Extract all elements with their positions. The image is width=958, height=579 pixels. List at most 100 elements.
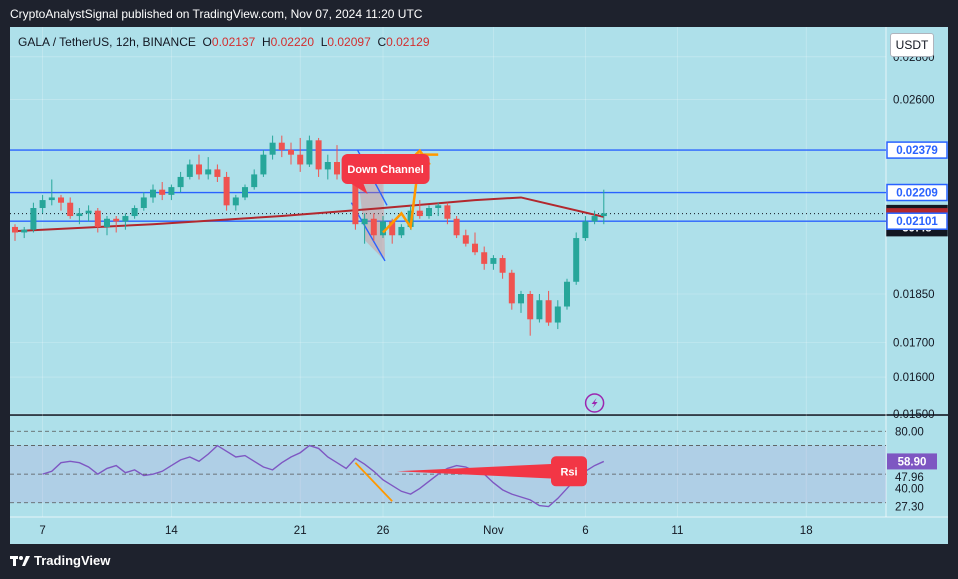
candle-body — [159, 189, 166, 195]
candle-body — [67, 202, 74, 217]
candle-body — [315, 140, 322, 170]
open-label: O — [202, 35, 212, 49]
rsi-line — [42, 444, 605, 508]
x-tick-label: 11 — [671, 525, 683, 537]
candle-body — [104, 218, 110, 227]
price-tag — [886, 212, 948, 230]
y-tick-label: 0.01850 — [893, 289, 935, 301]
rsi-callout — [551, 456, 587, 487]
candle-body — [232, 197, 239, 206]
x-tick-label: 18 — [800, 525, 813, 537]
candle-body — [48, 197, 55, 201]
candle-body — [58, 197, 64, 203]
candle-body — [94, 210, 101, 227]
candle-body — [122, 216, 129, 222]
rsi-callout-tail — [396, 463, 567, 480]
y-tick-label: 0.01600 — [893, 372, 935, 384]
price-tag — [886, 183, 948, 202]
candle-body — [205, 169, 212, 175]
price-tag-label: 0.02379 — [896, 145, 938, 157]
candle-body — [389, 221, 396, 236]
candle-body — [564, 281, 570, 307]
low-label: L — [320, 35, 328, 49]
candle-body — [260, 154, 267, 175]
candle-body — [435, 205, 442, 209]
pane-separator — [10, 414, 948, 416]
candle-body — [554, 306, 561, 323]
candle-body — [30, 208, 37, 230]
candle-body — [76, 213, 83, 217]
candle-body — [21, 229, 28, 233]
candle-body — [177, 176, 184, 188]
down-channel-label: Down Channel — [347, 164, 423, 176]
rsi-value-label: 58.90 — [898, 456, 927, 468]
candle-body — [370, 218, 377, 236]
candle-body — [85, 210, 92, 214]
x-tick-label: 14 — [165, 525, 178, 537]
tradingview-logo[interactable]: TradingView — [10, 553, 110, 568]
tradingview-logo-icon — [10, 555, 30, 566]
tradingview-brand: TradingView — [34, 553, 111, 568]
x-tick-label: 7 — [39, 525, 45, 537]
candle-body — [508, 272, 515, 304]
price-tag-label: 0.02209 — [896, 188, 938, 200]
publisher-line: CryptoAnalystSignal published on Trading… — [10, 7, 423, 21]
candle-body — [582, 221, 589, 239]
chart-canvas[interactable]: 7 14 21 26 Nov 6 11 180.028000.026000.018500.01… — [10, 27, 948, 544]
candle-body — [39, 200, 46, 209]
price-tag-label: 0.02101 — [896, 216, 938, 228]
candle-body — [140, 197, 147, 209]
down-channel-callout — [341, 154, 430, 184]
rsi-value-tag — [887, 453, 937, 470]
candle-body — [545, 300, 552, 323]
rsi-value-label: 27.30 — [895, 502, 924, 514]
candle-body — [251, 174, 258, 188]
candle-body — [12, 226, 18, 233]
candle-body — [444, 205, 451, 219]
x-tick-label: 6 — [582, 525, 588, 537]
candle-body — [306, 140, 313, 165]
low-value: 0.02097 — [327, 35, 371, 49]
currency-button[interactable]: USDT — [890, 33, 934, 57]
candle-body — [150, 189, 156, 198]
candle-body — [536, 300, 543, 320]
candle-body — [481, 252, 488, 264]
candle-body — [490, 258, 497, 264]
rsi-y-tick-label: 40.00 — [895, 483, 924, 495]
candle-body — [186, 164, 193, 177]
price-tag — [886, 141, 948, 159]
bottom-bar: TradingView — [0, 544, 958, 579]
x-tick-label: 26 — [377, 525, 390, 537]
symbol-legend[interactable]: GALA / TetherUS, 12h, BINANCE O0.02137 H… — [18, 35, 430, 49]
chart-area[interactable]: 7 14 21 26 Nov 6 11 18 0.02800 0.02600 0.01850 0.01… — [10, 27, 948, 544]
candle-body — [499, 258, 506, 273]
candle-body — [113, 218, 120, 222]
candle-body — [518, 293, 524, 304]
down-channel-callout-tail — [351, 184, 368, 194]
candle-body — [242, 187, 248, 198]
candle-body — [131, 208, 138, 217]
candle-body — [462, 235, 469, 244]
candle-body — [278, 142, 285, 150]
candle-body — [297, 154, 304, 165]
candle-body — [426, 208, 432, 217]
candle-body — [352, 159, 359, 225]
y-tick-label: 0.02600 — [893, 94, 935, 106]
candle-body — [453, 218, 460, 236]
candle-body — [223, 176, 230, 206]
candle-body — [168, 187, 175, 195]
candle-body — [334, 162, 340, 175]
candle-body — [196, 164, 202, 175]
close-value: 0.02129 — [386, 35, 430, 49]
candle-body — [288, 149, 294, 155]
high-value: 0.02220 — [270, 35, 315, 49]
lightning-icon — [584, 393, 605, 413]
rsi-value-label: 47.96 — [895, 472, 924, 484]
candle-body — [324, 162, 331, 170]
rsi-y-tick-label: 80.00 — [895, 426, 924, 438]
high-label: H — [261, 35, 271, 49]
candle-body — [573, 238, 580, 282]
candle-body — [527, 293, 534, 320]
candle-body — [416, 210, 423, 217]
candle-body — [600, 213, 607, 217]
